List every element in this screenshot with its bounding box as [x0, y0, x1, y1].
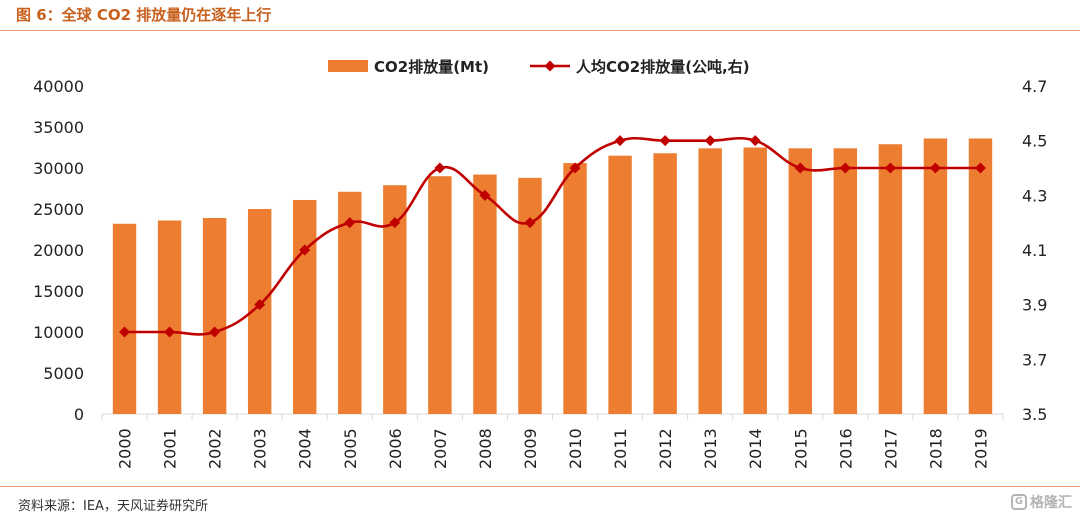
series-line	[124, 136, 981, 336]
bar	[563, 163, 587, 414]
line-marker	[299, 244, 311, 256]
y-right-tick-label: 4.3	[1022, 186, 1047, 205]
line-marker	[119, 326, 131, 338]
figure-title: 图 6：全球 CO2 排放量仍在逐年上行	[16, 6, 272, 24]
bar	[202, 218, 227, 414]
legend-label-bar: CO2排放量(Mt)	[374, 58, 489, 76]
x-tick-label: 2012	[656, 428, 675, 469]
y-right-tick-label: 3.5	[1022, 405, 1047, 424]
line-marker	[209, 326, 221, 338]
x-tick-label: 2004	[296, 428, 315, 469]
line-marker	[434, 162, 446, 174]
chart: 0 5000 10000 15000 20000 25000 30000 35000 40000…	[33, 58, 1047, 469]
watermark-logo-icon: G	[1011, 494, 1027, 510]
x-tick-label: 2019	[971, 428, 990, 469]
x-tick-label: 2001	[161, 428, 180, 469]
x-tick-label: 2009	[521, 428, 540, 469]
line-marker	[524, 217, 536, 229]
x-tick-label: 2017	[881, 428, 900, 469]
bar	[923, 138, 948, 415]
legend-line-marker	[544, 60, 556, 72]
y-left-tick-label: 35000	[33, 118, 84, 137]
x-tick-label: 2010	[566, 428, 585, 469]
x-tick-label: 2018	[926, 428, 945, 469]
x-tick-label: 2011	[611, 428, 630, 469]
bar	[293, 199, 317, 414]
line-marker	[749, 135, 761, 147]
bar	[518, 177, 542, 414]
x-tick-label: 2007	[431, 428, 450, 469]
y-left-tick-label: 40000	[33, 77, 84, 96]
y-left-tick-label: 20000	[33, 241, 84, 260]
line-marker	[884, 162, 896, 174]
bar	[743, 147, 767, 414]
y-left-tick-label: 30000	[33, 159, 84, 178]
y-right-tick-label: 3.7	[1022, 350, 1047, 369]
x-tick-label: 2005	[341, 428, 360, 469]
y-right-tick-label: 4.5	[1022, 132, 1047, 151]
bar	[383, 185, 407, 414]
y-left-tick-label: 5000	[43, 364, 84, 383]
line-marker	[254, 299, 266, 311]
bar	[968, 138, 993, 415]
watermark: G 格隆汇	[1011, 492, 1072, 512]
line-marker	[569, 162, 581, 174]
x-tick-label: 2016	[836, 428, 855, 469]
x-tick-label: 2015	[791, 428, 810, 469]
line-marker	[974, 162, 986, 174]
y-right-tick-label: 3.9	[1022, 296, 1047, 315]
line-marker	[794, 162, 806, 174]
x-tick-label: 2003	[251, 428, 270, 469]
legend-label-line: 人均CO2排放量(公吨,右)	[576, 58, 750, 76]
bar	[428, 176, 452, 414]
y-left-tick-label: 10000	[33, 323, 84, 342]
x-tick-label: 2014	[746, 428, 765, 469]
bar	[157, 220, 182, 414]
bar	[833, 148, 858, 414]
bar	[608, 155, 632, 414]
watermark-text: 格隆汇	[1030, 495, 1072, 511]
bar	[473, 174, 497, 414]
line-marker	[929, 162, 941, 174]
line-marker	[614, 135, 626, 147]
x-tick-label: 2013	[701, 428, 720, 469]
y-right-tick-label: 4.7	[1022, 77, 1047, 96]
line-marker	[659, 135, 671, 147]
y-left-tick-label: 25000	[33, 200, 84, 219]
bar	[112, 223, 137, 414]
bar	[338, 191, 362, 414]
x-tick-label: 2000	[116, 428, 135, 469]
title-divider	[0, 30, 1080, 31]
line-marker	[479, 189, 491, 201]
x-tick-label: 2006	[386, 428, 405, 469]
bar	[878, 144, 903, 414]
bar	[653, 153, 677, 415]
source-note: 资料来源：IEA，天风证券研究所	[18, 499, 208, 514]
line-marker	[389, 217, 401, 229]
x-tick-label: 2008	[476, 428, 495, 469]
y-right-tick-label: 4.1	[1022, 241, 1047, 260]
line-marker	[164, 326, 176, 338]
line-marker	[839, 162, 851, 174]
x-tick-label: 2002	[206, 428, 225, 469]
bar	[698, 148, 722, 414]
source-divider	[0, 486, 1080, 487]
line-marker	[344, 217, 356, 229]
line-marker	[704, 135, 716, 147]
bar	[247, 209, 272, 414]
legend-bar-swatch	[328, 60, 368, 72]
y-left-tick-label: 0	[74, 405, 84, 424]
y-left-tick-label: 15000	[33, 282, 84, 301]
bar	[788, 148, 812, 414]
